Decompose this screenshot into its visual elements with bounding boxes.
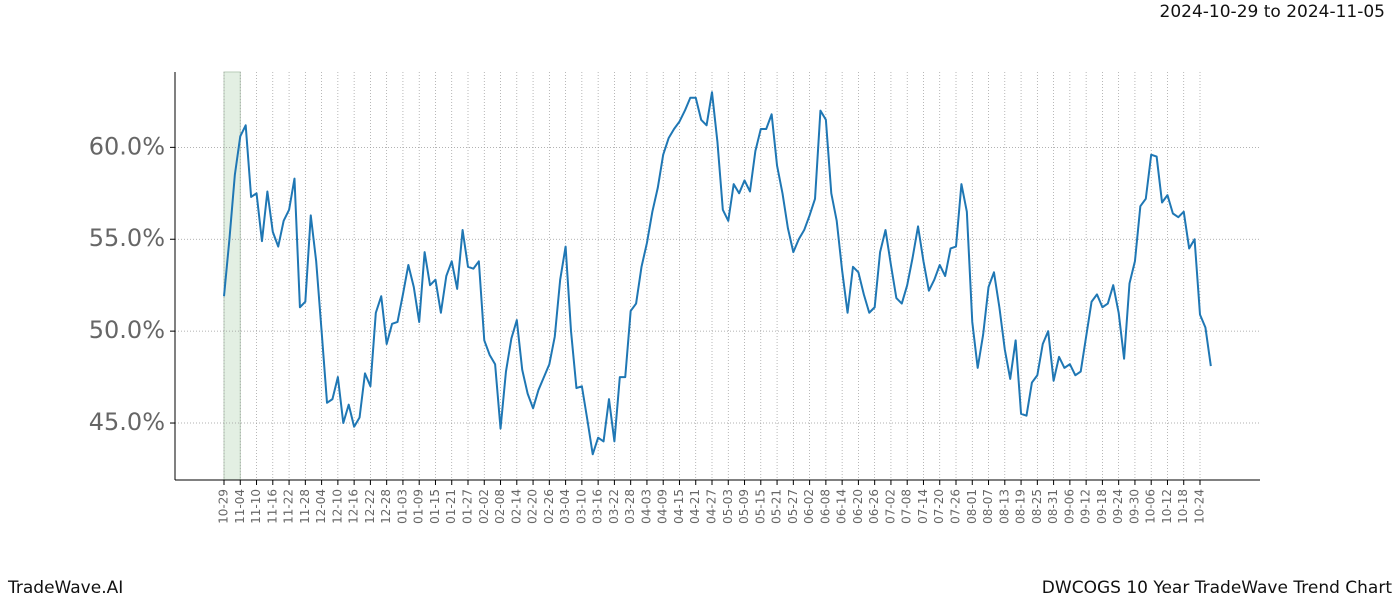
x-tick-label: 08-31 (1046, 489, 1060, 524)
y-tick-label: 55.0% (89, 224, 165, 252)
x-tick-label: 03-16 (591, 489, 605, 524)
x-tick-label: 01-27 (461, 489, 475, 524)
x-tick-label: 05-21 (770, 489, 784, 524)
x-tick-label: 12-28 (379, 489, 393, 524)
x-tick-label: 01-21 (444, 489, 458, 524)
x-tick-label: 12-10 (330, 489, 344, 524)
x-tick-label: 04-15 (672, 489, 686, 524)
x-tick-label: 11-04 (233, 489, 247, 524)
x-tick-label: 04-03 (639, 489, 653, 524)
data-line (223, 91, 1212, 456)
x-tick-label: 05-03 (721, 489, 735, 524)
x-tick-label: 11-22 (282, 489, 296, 524)
x-tick-label: 09-06 (1062, 489, 1076, 524)
x-tick-label: 03-04 (558, 489, 572, 524)
date-range: 2024-10-29 to 2024-11-05 (1160, 2, 1385, 22)
x-tick-label: 01-15 (428, 489, 442, 524)
x-tick-label: 01-09 (412, 489, 426, 524)
x-tick-label: 03-10 (574, 489, 588, 524)
x-tick-label: 02-14 (509, 489, 523, 524)
x-tick-label: 09-12 (1079, 489, 1093, 524)
x-tick-label: 02-20 (526, 489, 540, 524)
x-tick-label: 07-20 (932, 489, 946, 524)
x-tick-label: 07-08 (900, 489, 914, 524)
x-tick-label: 12-16 (347, 489, 361, 524)
x-tick-label: 02-02 (477, 489, 491, 524)
brand: TradeWave.AI (7, 578, 123, 598)
y-tick-label: 60.0% (89, 132, 165, 160)
x-tick-label: 10-06 (1144, 489, 1158, 524)
x-tick-label: 09-30 (1127, 489, 1141, 524)
x-tick-label: 03-28 (623, 489, 637, 524)
x-tick-label: 11-10 (249, 489, 263, 524)
y-tick-label: 50.0% (89, 316, 165, 344)
x-tick-label: 04-27 (705, 489, 719, 524)
x-tick-label: 05-15 (753, 489, 767, 524)
x-tick-label: 02-08 (493, 489, 507, 524)
x-tick-label: 06-02 (802, 489, 816, 524)
x-tick-label: 07-26 (949, 489, 963, 524)
y-tick-label: 45.0% (89, 408, 165, 436)
x-tick-label: 10-12 (1160, 489, 1174, 524)
x-tick-label: 10-29 (217, 489, 231, 524)
x-tick-label: 03-22 (607, 489, 621, 524)
x-tick-label: 08-19 (1014, 489, 1028, 524)
x-tick-label: 04-21 (688, 489, 702, 524)
x-tick-label: 10-18 (1176, 489, 1190, 524)
x-tick-label: 06-26 (867, 489, 881, 524)
x-tick-label: 02-26 (542, 489, 556, 524)
chart-name: DWCOGS 10 Year TradeWave Trend Chart (1042, 578, 1393, 598)
x-tick-label: 06-08 (818, 489, 832, 524)
x-tick-label: 11-16 (265, 489, 279, 524)
x-tick-label: 10-24 (1193, 489, 1207, 524)
x-tick-label: 07-14 (916, 489, 930, 524)
x-tick-label: 07-02 (883, 489, 897, 524)
x-tick-label: 08-07 (981, 489, 995, 524)
x-tick-label: 08-01 (965, 489, 979, 524)
x-tick-label: 12-04 (314, 489, 328, 524)
x-tick-label: 06-14 (835, 489, 849, 524)
x-tick-label: 05-27 (786, 489, 800, 524)
x-tick-label: 11-28 (298, 489, 312, 524)
x-tick-label: 09-24 (1111, 489, 1125, 524)
x-tick-label: 08-25 (1030, 489, 1044, 524)
x-tick-label: 05-09 (737, 489, 751, 524)
x-tick-label: 09-18 (1095, 489, 1109, 524)
x-tick-label: 12-22 (363, 489, 377, 524)
x-tick-label: 04-09 (656, 489, 670, 524)
x-tick-label: 01-03 (395, 489, 409, 524)
x-tick-label: 06-20 (851, 489, 865, 524)
x-tick-label: 08-13 (997, 489, 1011, 524)
